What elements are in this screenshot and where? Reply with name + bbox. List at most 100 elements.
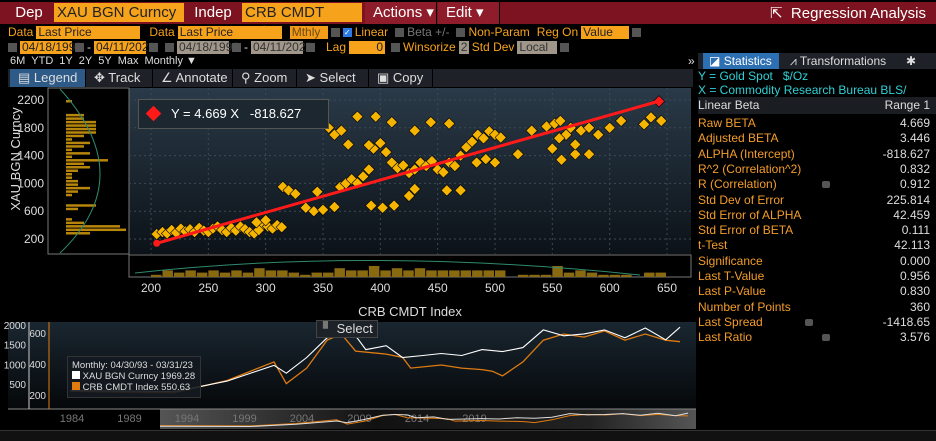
tab-transformations[interactable]: ⩘ Transformations [790,53,886,69]
indep-security-input[interactable]: CRB CMDT Index [242,3,362,40]
range-5y[interactable]: 5Y [98,55,112,67]
scatter-point[interactable] [376,201,389,214]
scatter-point[interactable] [385,116,398,129]
scatter-point[interactable] [388,199,401,212]
legend-button[interactable]: ▤ Legend [10,69,86,87]
data-field-indep[interactable]: Last Price [177,25,282,39]
scatter-chart[interactable]: 200 250 300 350 400 450 500 550 600 650 200 600 1000… [0,87,696,320]
lag-input[interactable]: 0 [349,40,386,54]
scatter-point[interactable] [448,159,461,173]
scatter-point[interactable] [465,135,479,148]
scatter-point[interactable] [342,138,355,151]
end-date-2[interactable]: 04/11/2022 [251,39,313,54]
scatter-point[interactable] [275,221,288,234]
scatter-point[interactable] [470,156,483,169]
calendar-icon[interactable] [75,42,84,52]
scatter-point[interactable] [569,148,582,161]
start-date-1[interactable]: 04/18/1993 [20,39,83,54]
scatter-point[interactable] [397,159,410,172]
scatter-point[interactable] [316,203,330,216]
settings-gear-icon[interactable]: ✱ [906,54,917,68]
scatter-point[interactable] [655,114,668,127]
frequency-dropdown-icon[interactable] [330,27,340,37]
end-date-1[interactable]: 04/11/2023 [94,39,156,54]
period-select[interactable]: Monthly ▼ [144,55,197,67]
scatter-point[interactable] [443,117,456,130]
edit-menu[interactable]: Edit ▾ [438,2,500,24]
calendar-icon[interactable] [149,42,158,52]
scatter-point[interactable] [402,189,416,202]
scatter-point[interactable] [328,200,341,214]
beta-checkbox[interactable] [395,27,405,37]
winsorize-stddev-input[interactable]: 2 [458,39,469,54]
scatter-point[interactable] [307,205,320,218]
crb-series-line[interactable] [69,330,681,394]
copy-button[interactable]: ▣ Copy [369,69,433,87]
start-date-2[interactable]: 04/18/1992 [177,39,240,54]
range-max[interactable]: Max [117,55,139,67]
reg-on-dropdown-icon[interactable] [632,27,642,37]
scatter-point[interactable] [250,216,263,229]
scatter-point[interactable] [335,124,348,137]
scatter-point[interactable] [362,139,375,152]
nonparam-checkbox[interactable] [456,27,466,37]
scatter-point[interactable] [379,146,393,159]
scatter-point[interactable] [637,118,651,131]
zoom-button[interactable]: ⚲ Zoom [233,69,297,87]
scatter-point[interactable] [440,184,453,197]
scatter-point[interactable] [555,153,568,166]
scatter-point[interactable] [582,148,596,161]
scatter-point[interactable] [494,131,507,144]
scatter-point[interactable] [424,116,437,129]
detail-icon[interactable] [821,181,830,189]
data-field-dep[interactable]: Last Price [36,25,141,39]
scatter-point[interactable] [582,121,596,134]
dep-security-input[interactable]: XAU BGN Curncy [54,3,184,22]
tab-statistics[interactable]: ◪ Statistics [703,53,779,69]
track-button[interactable]: ✥ Track [86,69,153,87]
scatter-point[interactable] [408,182,421,196]
scatter-point[interactable] [511,148,525,161]
detail-icon[interactable] [804,318,813,326]
legend-item-gold[interactable]: XAU BGN Curncy 1969.28 [72,371,196,382]
stddev-dropdown-icon[interactable] [560,42,570,52]
scatter-point[interactable] [289,187,302,200]
range-2y[interactable]: 2Y [78,55,93,67]
scatter-point[interactable] [603,121,616,134]
winsorize-checkbox[interactable] [391,42,401,52]
legend-item-crb[interactable]: CRB CMDT Index 550.63 [72,382,196,393]
scatter-point[interactable] [569,138,582,151]
scatter-point[interactable] [351,110,364,123]
select-tool-button[interactable]: ➤ Select [297,69,369,87]
scatter-point[interactable] [311,185,324,198]
detail-icon[interactable] [821,334,830,342]
gold-series-line[interactable] [69,326,681,393]
scatter-point[interactable] [477,132,490,145]
scatter-point[interactable] [369,110,382,123]
scatter-point[interactable] [374,137,387,150]
scatter-point[interactable] [644,111,658,124]
range2-checkbox[interactable] [165,42,174,52]
actions-menu[interactable]: Actions ▾ [365,2,437,24]
scatter-point[interactable] [553,132,566,145]
scatter-point[interactable] [362,163,375,176]
expand-panel-button[interactable]: » [688,54,695,68]
scatter-point[interactable] [454,184,467,197]
scatter-point[interactable] [408,124,421,137]
scatter-point[interactable] [437,166,450,179]
calendar-icon[interactable] [306,42,315,52]
select-range-button[interactable]: ▘ Select [316,320,378,338]
regression-analysis-title[interactable]: ⇱ Regression Analysis [770,4,926,22]
scatter-point[interactable] [546,142,559,155]
reg-on-select[interactable]: Value [581,25,630,39]
frequency-select[interactable]: Mthly [289,25,328,39]
scatter-point[interactable] [554,114,567,127]
stddev-select[interactable]: Local [517,40,558,54]
range-1y[interactable]: 1Y [59,55,73,67]
range-6m[interactable]: 6M [10,55,26,67]
calendar-icon[interactable] [232,42,241,52]
range1-checkbox[interactable] [8,42,17,52]
scatter-point[interactable] [365,199,378,212]
annotate-button[interactable]: ∠ Annotate [153,69,233,87]
scatter-point[interactable] [525,124,538,137]
